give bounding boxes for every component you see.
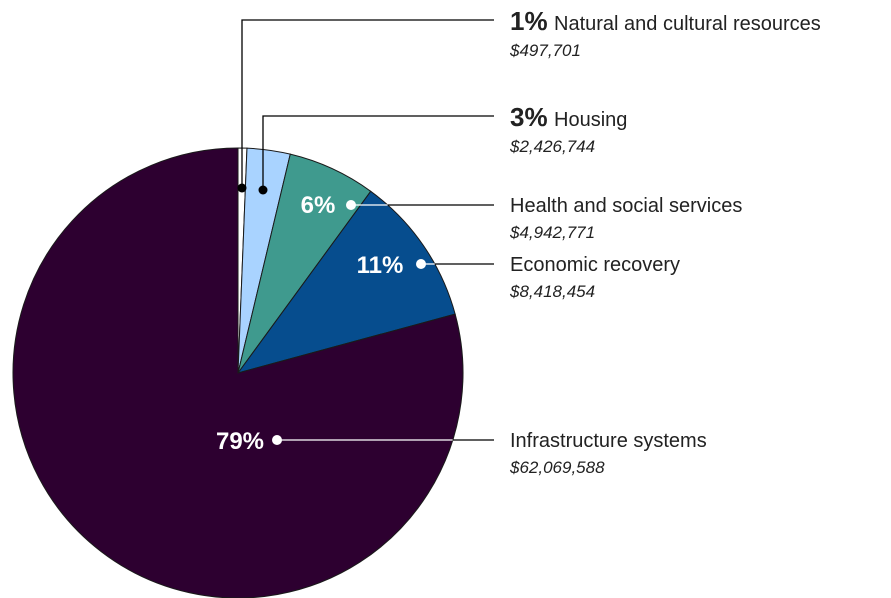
label-group-infrastructure-systems: 79% Infrastructure systems $62,069,588 xyxy=(216,428,707,477)
slice-amount-housing: $2,426,744 xyxy=(509,137,595,156)
leader-line-housing xyxy=(262,115,494,190)
slice-name-health-and-social-services: Health and social services xyxy=(510,195,742,217)
leader-dot-housing xyxy=(258,185,268,195)
slice-name-housing: Housing xyxy=(554,109,627,131)
slice-percent-infrastructure-systems: 79% xyxy=(216,428,264,455)
pie-slice-infrastructure-systems xyxy=(12,147,464,598)
slice-percent-natural-and-cultural-resources: 1% xyxy=(510,6,548,36)
label-group-health-and-social-services: 6% Health and social services $4,942,771 xyxy=(301,192,743,242)
slice-percent-economic-recovery: 11% xyxy=(357,252,404,279)
slice-percent-housing: 3% xyxy=(510,102,548,132)
label-group-economic-recovery: 11% Economic recovery $8,418,454 xyxy=(357,252,680,301)
slice-name-natural-and-cultural-resources: Natural and cultural resources xyxy=(554,13,821,35)
slice-amount-natural-and-cultural-resources: $497,701 xyxy=(509,41,581,60)
slice-amount-health-and-social-services: $4,942,771 xyxy=(509,223,595,242)
leader-line-natural-and-cultural-resources xyxy=(241,19,494,188)
label-group-housing: 3% Housing $2,426,744 xyxy=(258,102,627,195)
label-group-natural-and-cultural-resources: 1% Natural and cultural resources $497,701 xyxy=(237,6,821,193)
pie-slices xyxy=(12,147,464,598)
slice-name-infrastructure-systems: Infrastructure systems xyxy=(510,430,707,452)
slice-percent-health-and-social-services: 6% xyxy=(301,192,336,219)
slice-name-economic-recovery: Economic recovery xyxy=(510,254,680,276)
leader-dot-health-and-social-services xyxy=(346,200,356,210)
slice-labels: 1% Natural and cultural resources $497,701… xyxy=(216,6,821,477)
pie-slice-economic-recovery xyxy=(236,190,456,374)
leader-dot-economic-recovery xyxy=(416,259,426,269)
leader-dot-natural-and-cultural-resources xyxy=(237,183,247,193)
slice-amount-economic-recovery: $8,418,454 xyxy=(509,282,595,301)
slice-amount-infrastructure-systems: $62,069,588 xyxy=(509,458,605,477)
leader-dot-infrastructure-systems xyxy=(272,435,282,445)
